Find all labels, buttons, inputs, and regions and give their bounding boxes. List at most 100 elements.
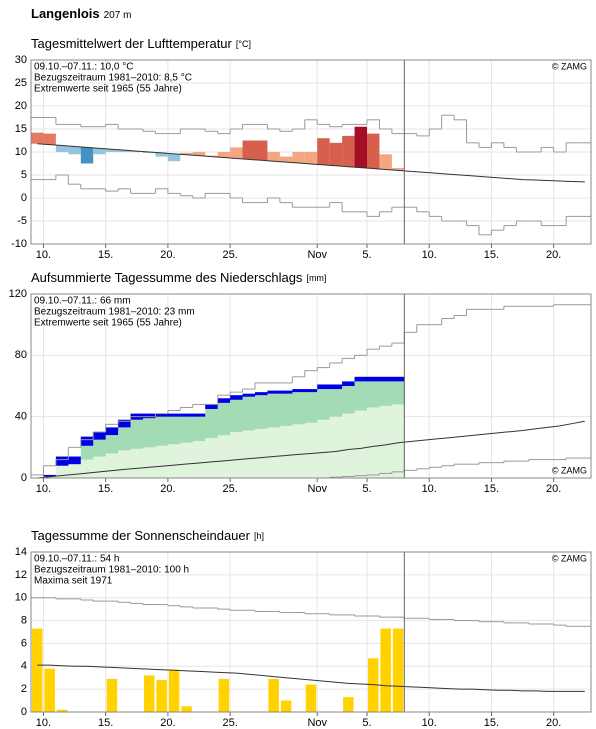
area-segment: [317, 419, 331, 478]
area-segment: [93, 439, 107, 457]
elevation: 207 m: [104, 10, 132, 21]
area-segment: [304, 392, 318, 423]
bar: [218, 678, 230, 712]
area-segment: [192, 441, 206, 478]
anomaly-bar: [180, 152, 193, 155]
area-segment: [217, 398, 231, 403]
y-tick-label: 15: [15, 123, 27, 135]
area-segment: [267, 393, 281, 428]
x-tick-label: 25.: [222, 717, 237, 729]
station: Langenlois: [31, 6, 100, 21]
area-segment: [118, 427, 132, 451]
bar: [144, 675, 155, 712]
area-segment: [342, 413, 356, 478]
x-tick-label: 15.: [484, 249, 499, 261]
bar: [380, 628, 391, 712]
area-segment: [292, 424, 306, 478]
anomaly-bar: [255, 140, 268, 161]
info-line: Bezugszeitraum 1981–2010: 100 h: [34, 565, 189, 576]
y-tick-label: 0: [21, 472, 27, 484]
area-segment: [217, 435, 231, 478]
area-segment: [55, 456, 69, 466]
y-tick-label: 30: [15, 54, 27, 66]
area-segment: [354, 410, 368, 478]
area-segment: [192, 413, 206, 417]
title-text: Tagesmittelwert der Lufttemperatur: [31, 36, 233, 51]
anomaly-bar: [367, 133, 380, 169]
info-line: Maxima seit 1971: [34, 576, 113, 587]
y-tick-label: 4: [21, 660, 27, 672]
bar: [280, 700, 292, 712]
y-tick-label: -5: [17, 215, 27, 227]
y-tick-label: 0: [21, 192, 27, 204]
x-tick-label: 5.: [362, 717, 371, 729]
anomaly-bar: [379, 154, 392, 170]
area-segment: [367, 376, 380, 382]
anomaly-bar: [68, 146, 81, 155]
area-segment: [317, 389, 331, 420]
x-tick-label: 25.: [222, 249, 237, 261]
area-segment: [80, 436, 94, 446]
area-segment: [180, 413, 194, 417]
x-tick-label: 20.: [160, 249, 175, 261]
area-segment: [118, 450, 132, 478]
anomaly-bar: [230, 147, 243, 159]
area-segment: [130, 419, 144, 449]
anomaly-bar: [31, 132, 44, 144]
y-tick-label: 10: [15, 592, 27, 604]
bar: [56, 709, 68, 712]
reference-line: [37, 420, 585, 479]
area-segment: [354, 376, 368, 382]
area-segment: [279, 393, 293, 426]
area-segment: [391, 376, 405, 382]
area-segment: [105, 427, 119, 436]
bar: [106, 678, 118, 712]
area-segment: [379, 381, 393, 406]
area-segment: [267, 427, 281, 478]
area-segment: [329, 416, 343, 478]
info-line: Extremwerte seit 1965 (55 Jahre): [34, 84, 182, 95]
y-tick-label: 6: [21, 637, 27, 649]
x-tick-label: 20.: [160, 483, 175, 495]
area-segment: [118, 419, 132, 428]
anomaly-bar: [292, 152, 305, 164]
area-segment: [205, 409, 219, 439]
area-segment: [80, 445, 94, 460]
x-tick-label: 15.: [98, 483, 113, 495]
area-segment: [279, 390, 293, 394]
area-segment: [167, 416, 181, 445]
area-segment: [317, 384, 331, 390]
area-segment: [329, 384, 343, 390]
x-tick-label: Nov: [307, 483, 327, 495]
plot-frame: [30, 59, 592, 245]
plot-frame: [30, 293, 592, 479]
area-segment: [105, 453, 119, 478]
area-segment: [292, 392, 306, 425]
anomaly-bar: [279, 156, 293, 163]
header: Langenlois 207 m: [31, 6, 131, 21]
chart-title: Tagesmittelwert der Lufttemperatur [°C]: [31, 36, 251, 51]
info-line: 09.10.–07.11.: 54 h: [34, 554, 119, 565]
y-tick-label: 20: [15, 100, 27, 112]
y-tick-label: 40: [15, 411, 27, 423]
y-tick-label: 25: [15, 77, 27, 89]
anomaly-bar: [391, 168, 405, 171]
x-tick-label: 20.: [160, 717, 175, 729]
anomaly-bar: [43, 133, 56, 145]
bar: [168, 669, 180, 712]
bar: [156, 680, 167, 712]
area-segment: [304, 389, 318, 393]
area-segment: [68, 456, 82, 465]
area-segment: [143, 418, 156, 448]
bar: [305, 684, 317, 712]
anomaly-bar: [167, 153, 181, 162]
area-segment: [93, 432, 107, 440]
bar: [268, 678, 279, 712]
x-tick-label: 10.: [422, 483, 437, 495]
area-segment: [329, 389, 343, 417]
anomaly-bar: [93, 148, 106, 155]
x-tick-label: 25.: [222, 483, 237, 495]
anomaly-bar: [217, 152, 231, 158]
y-tick-label: 8: [21, 614, 27, 626]
